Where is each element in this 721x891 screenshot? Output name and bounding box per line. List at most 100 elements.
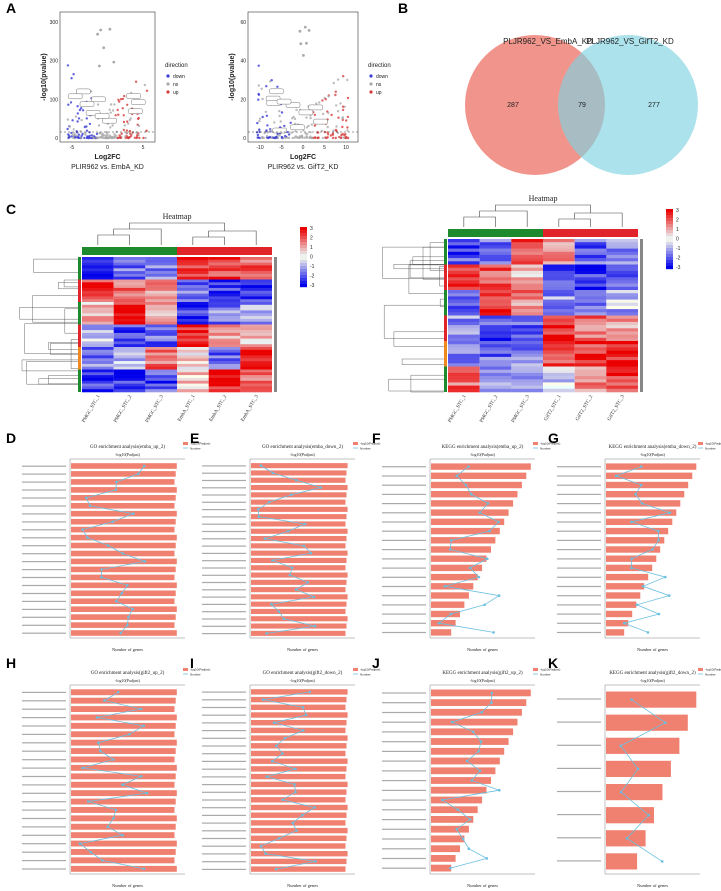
enrichment-term-label-placeholder bbox=[202, 760, 246, 762]
enrichment-term-label-placeholder bbox=[202, 574, 246, 576]
enrichment-bar bbox=[606, 546, 661, 553]
enrichment-number-point bbox=[256, 508, 260, 511]
left-row-dendrogram-branch bbox=[58, 282, 78, 289]
enrichment-term-label-placeholder bbox=[202, 837, 246, 840]
right-point-up bbox=[346, 96, 350, 100]
enrichment-title-e: GO enrichment analysis(emba_down_2) bbox=[262, 445, 343, 450]
left-heatmap-cell bbox=[240, 273, 272, 277]
right-heatmap-cell bbox=[479, 347, 512, 351]
left-heatmap-cell bbox=[177, 287, 209, 291]
right-heatmap-cell bbox=[543, 302, 575, 307]
left-heatmap-cell bbox=[240, 265, 272, 269]
enrichment-bar bbox=[71, 857, 175, 864]
left-heatmap-cell bbox=[113, 335, 146, 339]
right-heatmap-cell bbox=[574, 385, 607, 390]
left-heatmap-cell bbox=[145, 372, 177, 376]
right-heatmap-cell bbox=[511, 270, 543, 275]
enrichment-bar bbox=[606, 629, 625, 636]
right-point-ns bbox=[300, 136, 304, 139]
enrichment-bar bbox=[251, 712, 348, 718]
right-point-ns bbox=[326, 125, 329, 129]
left-heatmap-cell bbox=[113, 372, 146, 376]
right-heatmap-cell bbox=[606, 363, 638, 367]
left-heatmap-cell bbox=[145, 344, 177, 348]
right-heatmap-cell bbox=[448, 264, 480, 268]
enrichment-number-point bbox=[470, 492, 473, 496]
right-heatmap-cell bbox=[448, 242, 480, 246]
right-point-up bbox=[339, 136, 343, 140]
enrichment-number-point bbox=[664, 721, 667, 724]
enrichment-term-label-placeholder bbox=[382, 799, 426, 801]
left-heatmap-cell bbox=[145, 279, 177, 283]
right-color-scale-step bbox=[666, 218, 673, 222]
right-gene-label-box bbox=[313, 118, 328, 125]
enrichment-term-label-placeholder bbox=[202, 552, 246, 554]
right-color-scale-step bbox=[666, 224, 673, 228]
left-heatmap-cell bbox=[82, 341, 114, 345]
enrichment-bar bbox=[71, 773, 176, 780]
right-heatmap-cell bbox=[574, 296, 607, 300]
left-heatmap-cell bbox=[208, 330, 241, 334]
right-point-up bbox=[346, 136, 350, 140]
right-color-scale-step bbox=[666, 209, 673, 213]
left-heatmap-cell bbox=[82, 262, 114, 266]
right-sample-label: GifT2_STC_2 bbox=[575, 394, 594, 422]
left-heatmap-cell bbox=[177, 313, 209, 317]
left-heatmap-cell bbox=[177, 377, 209, 381]
left-color-scale-step bbox=[300, 236, 307, 240]
right-heatmap-cell bbox=[511, 277, 543, 281]
enrichment-number-point bbox=[319, 486, 323, 489]
enrichment-term-label-placeholder bbox=[382, 711, 426, 714]
left-row-annotation-strip bbox=[78, 279, 81, 302]
enrichment-bar bbox=[606, 509, 677, 516]
left-heatmap-cell bbox=[82, 335, 114, 339]
right-point-down bbox=[267, 136, 271, 139]
enrichment-number-point bbox=[137, 472, 140, 476]
right-row-annotation-strip bbox=[444, 264, 447, 290]
enrichment-bar bbox=[431, 767, 496, 775]
left-point-down bbox=[70, 77, 73, 80]
enrichment-term-label-placeholder bbox=[202, 625, 246, 627]
right-heatmap-cell bbox=[574, 337, 607, 342]
right-point-down bbox=[256, 133, 260, 137]
left-heatmap-cell bbox=[113, 352, 146, 356]
enrichment-number-line bbox=[260, 691, 316, 870]
right-point-ns bbox=[290, 131, 293, 134]
left-heatmap-cell bbox=[208, 259, 241, 263]
right-row-annotation-strip bbox=[444, 239, 447, 265]
right-heatmap-cell bbox=[543, 267, 575, 272]
enrichment-bar bbox=[251, 812, 347, 818]
left-sample-label: EmbA_STC_2 bbox=[209, 394, 228, 423]
enrichment-bar bbox=[71, 722, 176, 729]
enrichment-bar bbox=[431, 835, 465, 843]
enrichment-term-label-placeholder bbox=[22, 553, 66, 555]
enrichment-title-f: KEGG enrichment analysis(emba_up_2) bbox=[442, 445, 524, 450]
enrichment-number-point bbox=[486, 502, 490, 505]
left-heatmap-cell bbox=[177, 380, 209, 384]
enrichment-bar bbox=[606, 463, 697, 470]
right-point-ns bbox=[305, 126, 309, 129]
left-ylabel: -log10(pvalue) bbox=[41, 53, 48, 100]
right-color-scale-step bbox=[666, 236, 673, 240]
enrichment-bar bbox=[251, 630, 346, 636]
right-heatmap-cell bbox=[574, 312, 607, 316]
right-point-up bbox=[331, 136, 335, 140]
left-heatmap-cell bbox=[82, 363, 114, 367]
left-point-down bbox=[67, 103, 70, 106]
left-heatmap-cell bbox=[145, 299, 177, 303]
left-xlabel: Log2FC bbox=[94, 154, 120, 161]
right-row-annotation-strip bbox=[444, 290, 447, 316]
right-color-scale-label: 3 bbox=[676, 208, 679, 214]
right-heatmap-cell bbox=[606, 264, 638, 268]
right-point-ns bbox=[278, 114, 281, 118]
right-heatmap-cell bbox=[448, 296, 480, 300]
left-point-ns bbox=[104, 136, 108, 140]
enrichment-bar bbox=[431, 610, 460, 618]
enrichment-term-label-placeholder bbox=[202, 472, 246, 474]
left-heatmap-cell bbox=[82, 332, 114, 336]
right-heatmap-cell bbox=[574, 251, 607, 256]
left-heatmap-cell bbox=[240, 257, 272, 261]
right-color-scale-label: -2 bbox=[676, 256, 681, 262]
left-color-scale-step bbox=[300, 233, 307, 237]
